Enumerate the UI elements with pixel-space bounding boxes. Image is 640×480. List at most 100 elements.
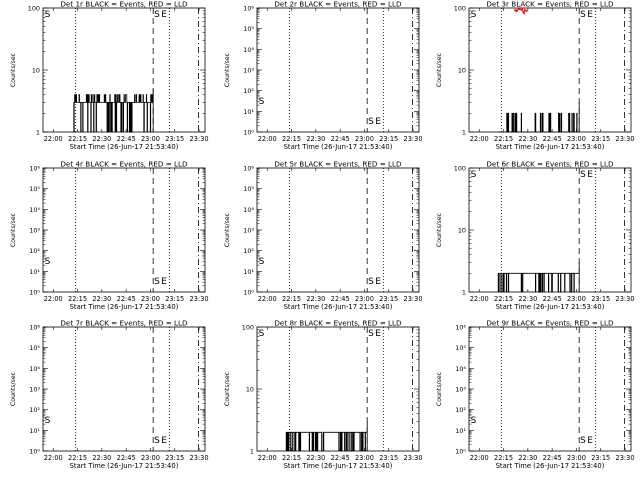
x-axis-label: Start Time (26-Jun-17 21:53:40) [284, 462, 393, 470]
plot-frame [256, 326, 420, 452]
start-marker: S [580, 10, 586, 20]
x-tick-label: 23:00 [141, 295, 160, 303]
x-tick-label: 22:30 [518, 454, 537, 462]
x-tick-label: 22:15 [282, 295, 301, 303]
y-tick-label: 10⁰ [455, 448, 466, 456]
panel-title: Det 4r BLACK = Events, RED = LLD [60, 160, 188, 169]
y-tick-label: 10⁶ [243, 5, 254, 13]
events-series [73, 88, 154, 133]
y-tick-label: 10 [458, 227, 466, 235]
x-tick-label: 22:15 [494, 454, 513, 462]
panel-title: Det 1r BLACK = Events, RED = LLD [60, 0, 188, 9]
x-tick-label: 22:15 [494, 135, 513, 143]
y-tick-label: 1 [250, 448, 254, 456]
y-tick-label: 10⁰ [29, 448, 40, 456]
start-marker: S [580, 170, 586, 180]
x-axis-label: Start Time (26-Jun-17 21:53:40) [70, 143, 179, 151]
detector-panel: Det 3r BLACK = Events, RED = LLD 22:00 22:… [436, 0, 635, 151]
plot-frame [42, 326, 206, 452]
y-tick-label: 10¹ [29, 268, 40, 276]
x-tick-label: 22:30 [306, 295, 325, 303]
x-tick-label: 22:00 [44, 454, 63, 462]
x-tick-label: 23:30 [190, 454, 209, 462]
y-tick-label: 10³ [243, 67, 254, 75]
y-axis-label: Counts/sec [10, 371, 17, 406]
y-tick-label: 10 [458, 67, 466, 75]
y-tick-label: 10⁰ [29, 289, 40, 297]
y-tick-label: 10⁵ [455, 344, 466, 352]
x-tick-label: 22:00 [44, 135, 63, 143]
start-marker: S [259, 329, 265, 339]
end-marker: E [587, 170, 593, 180]
y-axis-label: Counts/sec [224, 371, 231, 406]
x-tick-label: 22:30 [306, 454, 325, 462]
x-tick-label: 22:45 [117, 295, 136, 303]
x-tick-label: 23:00 [355, 135, 374, 143]
x-tick-label: 22:15 [68, 135, 87, 143]
end-marker: E [161, 277, 167, 287]
x-tick-label: 22:00 [44, 295, 63, 303]
lld-series [513, 7, 528, 15]
end-marker: E [375, 277, 381, 287]
y-tick-label: 10⁵ [29, 344, 40, 352]
x-tick-label: 22:45 [117, 454, 136, 462]
y-axis-label: Counts/sec [224, 212, 231, 247]
end-marker: E [161, 10, 167, 20]
x-tick-label: 23:15 [591, 135, 610, 143]
x-tick-label: 23:00 [567, 295, 586, 303]
start-marker: S [368, 329, 374, 339]
y-tick-label: 10³ [29, 227, 40, 235]
x-tick-label: 22:45 [117, 135, 136, 143]
y-tick-label: 100 [454, 165, 466, 173]
panel-title: Det 9r BLACK = Events, RED = LLD [486, 319, 614, 328]
y-tick-label: 10⁵ [243, 25, 254, 33]
y-tick-label: 10² [29, 247, 40, 255]
y-tick-label: 10² [243, 87, 254, 95]
start-marker: S [471, 170, 477, 180]
detector-panel: Det 7r BLACK = Events, RED = LLD 22:00 22:… [10, 319, 209, 471]
detector-panel: Det 1r BLACK = Events, RED = LLD 22:00 22:… [10, 0, 209, 151]
x-tick-label: 23:15 [165, 135, 184, 143]
plot-frame [42, 167, 206, 293]
x-tick-label: 23:15 [379, 295, 398, 303]
detector-panel: Det 4r BLACK = Events, RED = LLD 22:00 22:… [10, 160, 209, 312]
x-tick-label: 23:30 [190, 135, 209, 143]
y-tick-label: 10² [243, 247, 254, 255]
x-tick-label: 22:45 [331, 135, 350, 143]
panel-title: Det 5r BLACK = Events, RED = LLD [274, 160, 402, 169]
start-marker: S [471, 10, 477, 20]
panel-title: Det 6r BLACK = Events, RED = LLD [486, 160, 614, 169]
end-marker: E [587, 10, 593, 20]
x-tick-label: 22:45 [331, 295, 350, 303]
start-marker: S [154, 436, 160, 446]
x-tick-label: 23:30 [190, 295, 209, 303]
x-tick-label: 22:15 [282, 454, 301, 462]
y-tick-label: 10⁰ [243, 289, 254, 297]
x-axis-label: Start Time (26-Jun-17 21:53:40) [496, 143, 605, 151]
y-tick-label: 10⁰ [243, 129, 254, 137]
x-tick-label: 22:15 [494, 295, 513, 303]
x-axis-label: Start Time (26-Jun-17 21:53:40) [70, 462, 179, 470]
x-tick-label: 22:45 [331, 454, 350, 462]
y-tick-label: 10⁴ [243, 206, 254, 214]
x-tick-label: 23:15 [379, 135, 398, 143]
start-marker: S [368, 117, 374, 127]
detector-panel: Det 2r BLACK = Events, RED = LLD 22:00 22:… [224, 0, 423, 151]
x-tick-label: 22:15 [282, 135, 301, 143]
x-tick-label: 23:30 [404, 454, 423, 462]
y-tick-label: 100 [28, 5, 40, 13]
panel-title: Det 8r BLACK = Events, RED = LLD [274, 319, 402, 328]
start-marker: S [45, 416, 51, 426]
x-axis-label: Start Time (26-Jun-17 21:53:40) [496, 462, 605, 470]
y-tick-label: 10⁵ [243, 185, 254, 193]
x-tick-label: 23:15 [165, 454, 184, 462]
x-tick-label: 23:00 [355, 295, 374, 303]
y-tick-label: 100 [454, 5, 466, 13]
detector-panel: Det 6r BLACK = Events, RED = LLD 22:00 22:… [436, 160, 635, 312]
x-tick-label: 22:45 [543, 135, 562, 143]
y-tick-label: 100 [242, 324, 254, 332]
y-tick-label: 10³ [29, 386, 40, 394]
y-axis-label: Counts/sec [436, 371, 443, 406]
plot-frame [42, 7, 206, 133]
